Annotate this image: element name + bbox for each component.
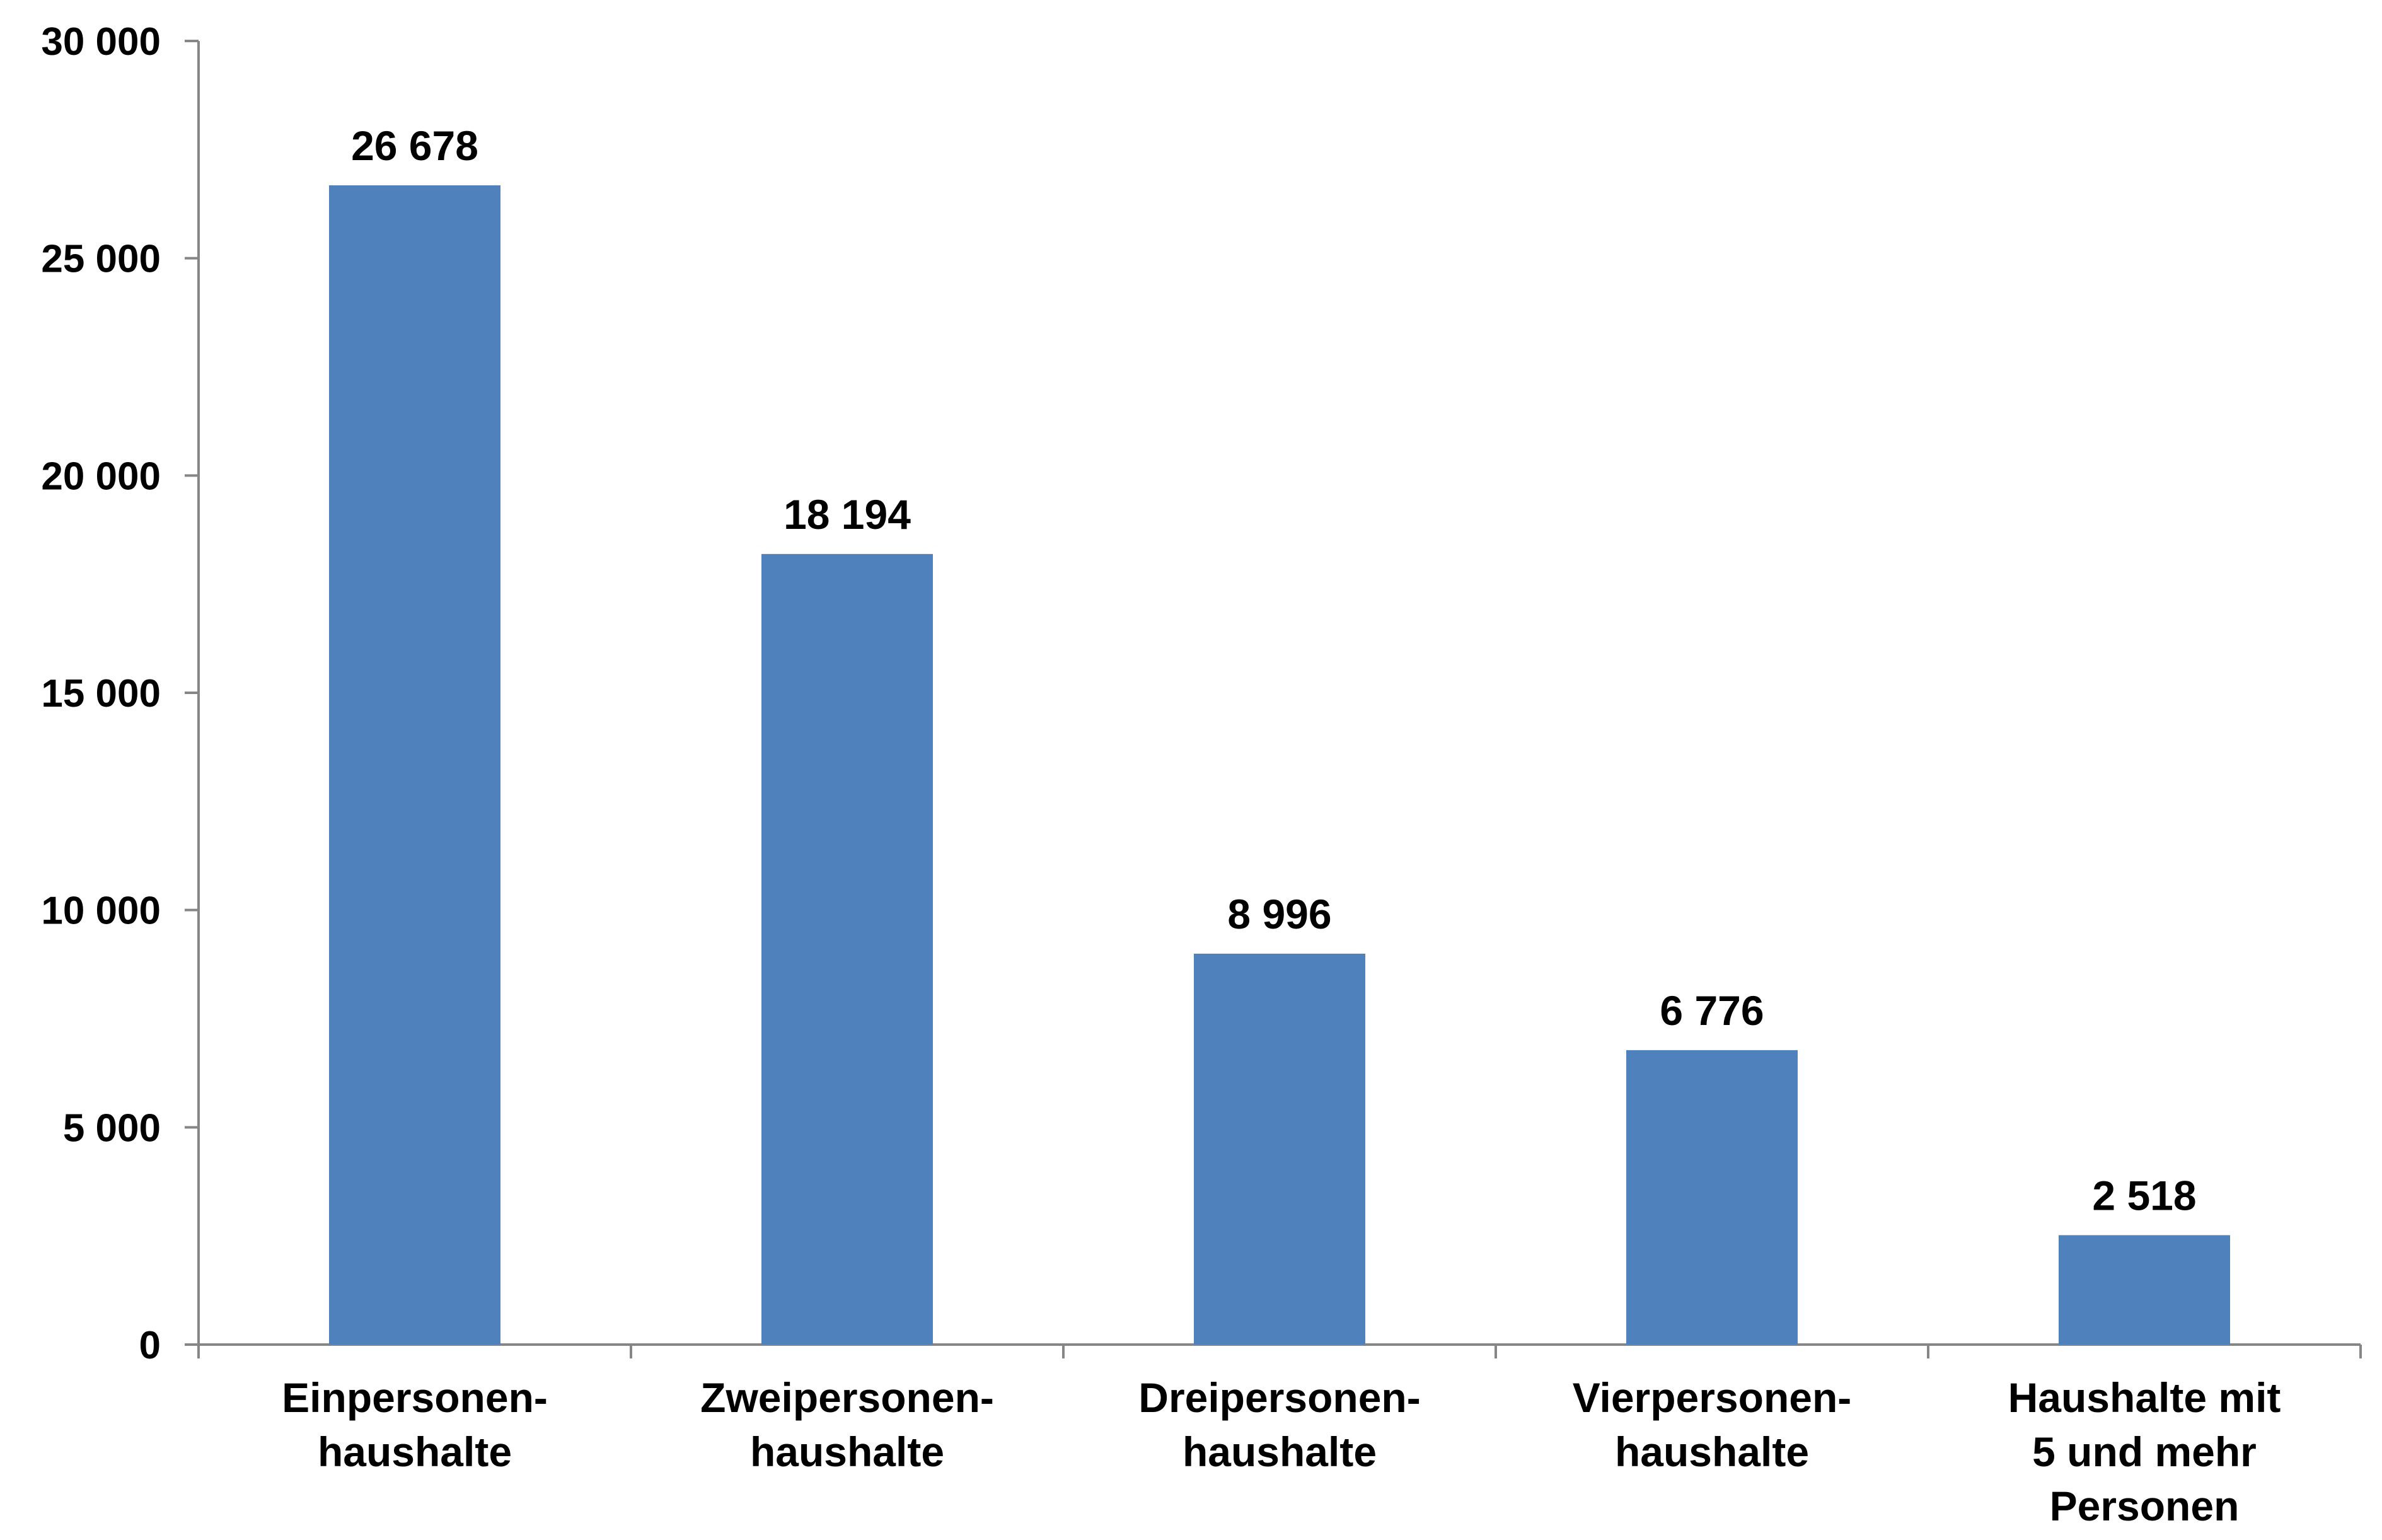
category-label-line: 5 und mehr [2032,1428,2257,1475]
y-tick-label: 25 000 [41,238,161,281]
category-label-line: haushalte [1615,1428,1809,1475]
bar [761,553,933,1345]
category-label: Haushalte mit 5 und mehr Personen [2008,1374,2281,1529]
data-label: 18 194 [783,491,911,538]
bars [329,185,2230,1345]
data-labels: 26 678 18 194 8 996 6 776 2 518 [351,122,2197,1219]
category-label-line: haushalte [318,1428,512,1475]
bar [2059,1235,2230,1345]
data-label: 26 678 [351,122,478,169]
y-axis: 0 5 000 10 000 15 000 20 000 25 000 30 000 [41,20,200,1367]
category-label-line: Vierpersonen- [1573,1374,1852,1421]
data-label: 8 996 [1227,891,1331,937]
category-label-line: Einpersonen- [282,1374,548,1421]
bar [329,185,500,1345]
category-label: Zweipersonen-haushalte [700,1374,994,1475]
category-label: Vierpersonen-haushalte [1573,1374,1852,1475]
data-label: 2 518 [2092,1172,2196,1219]
category-label-line: haushalte [750,1428,944,1475]
y-tick-label: 0 [139,1324,161,1367]
category-label-line: haushalte [1182,1428,1377,1475]
y-tick-label: 15 000 [41,672,161,715]
y-tick-label: 10 000 [41,889,161,933]
data-label: 6 776 [1660,987,1764,1034]
y-tick-label: 5 000 [63,1106,161,1150]
category-label-line: Zweipersonen- [700,1374,994,1421]
bar [1194,953,1365,1345]
y-tick-label: 30 000 [41,20,161,64]
category-label-line: Dreipersonen- [1138,1374,1420,1421]
category-label: Dreipersonen-haushalte [1138,1374,1420,1475]
category-label-line: Haushalte mit [2008,1374,2281,1421]
category-label: Einpersonen-haushalte [282,1374,548,1475]
x-axis [197,1343,2362,1358]
y-tick-label: 20 000 [41,454,161,498]
category-label-line: Personen [2050,1483,2240,1529]
category-labels: Einpersonen-haushalteZweipersonen-hausha… [282,1374,2281,1529]
bar [1626,1050,1798,1345]
